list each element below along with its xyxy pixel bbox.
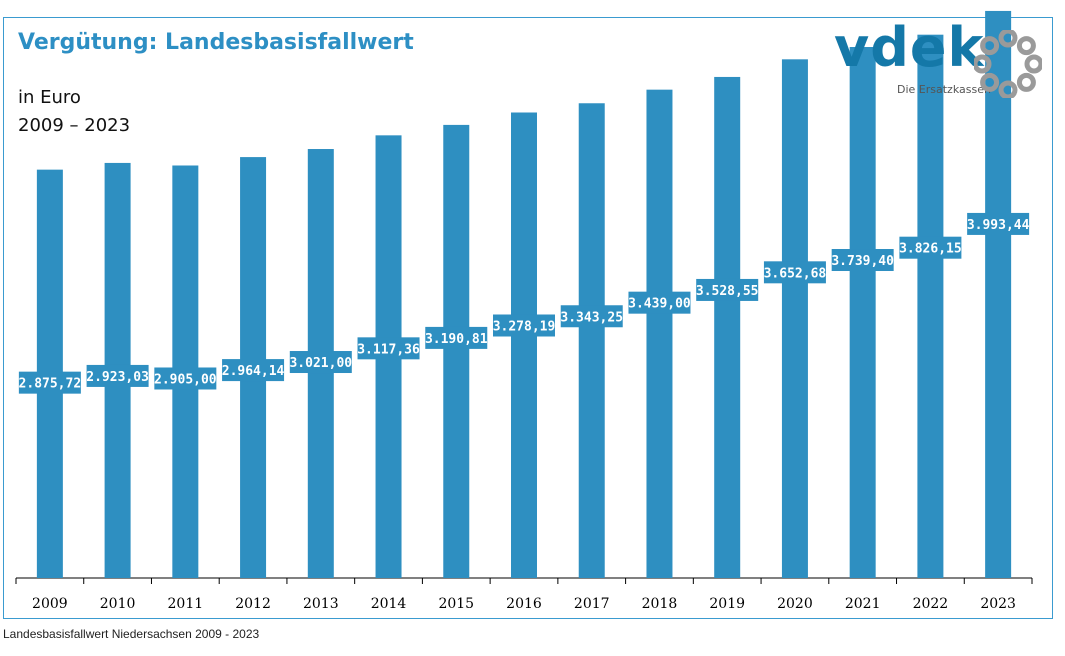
data-label-box (289, 351, 352, 374)
x-tick-label: 2013 (303, 596, 339, 612)
logo-ring-dot (980, 36, 1000, 56)
unit-label: in Euro (18, 87, 81, 108)
data-label-box (493, 314, 555, 337)
logo-wordmark: vdek (834, 16, 985, 79)
x-tick-label: 2021 (845, 596, 881, 612)
data-label: 3.652,68 (764, 266, 827, 281)
data-label: 3.117,36 (357, 342, 420, 357)
chart-title: Vergütung: Landesbasisfallwert (18, 30, 414, 55)
x-tick-label: 2014 (371, 596, 407, 612)
data-label-box (560, 305, 623, 328)
x-tick-label: 2010 (100, 596, 136, 612)
data-label-box (86, 364, 149, 387)
x-tick-label: 2017 (574, 596, 610, 612)
x-tick-label: 2020 (777, 596, 813, 612)
data-label: 2.923,03 (86, 370, 149, 385)
x-tick-label: 2012 (235, 596, 271, 612)
data-label-box (18, 371, 81, 394)
data-label: 3.993,44 (967, 218, 1030, 233)
data-label: 2.905,00 (154, 372, 217, 387)
data-label: 2.964,14 (222, 364, 285, 379)
data-label-box (357, 337, 420, 360)
logo-ring-dot (974, 54, 992, 74)
data-label-box (425, 326, 488, 349)
data-label-box (154, 367, 217, 390)
logo-ring-dot (1024, 54, 1042, 74)
x-tick-label: 2018 (642, 596, 678, 612)
data-label-box (696, 278, 759, 301)
data-label-box (628, 291, 691, 314)
bar-2018 (646, 89, 673, 579)
x-tick-label: 2022 (913, 596, 949, 612)
bar-2017 (578, 103, 605, 579)
data-label: 3.343,25 (560, 310, 623, 325)
data-label: 3.021,00 (289, 356, 352, 371)
vdek-logo: vdek Die Ersatzkassen (834, 16, 1044, 102)
logo-ring-dot (998, 80, 1018, 98)
data-label-box (967, 212, 1030, 235)
data-label-box (763, 261, 826, 284)
x-tick-label: 2011 (168, 596, 204, 612)
data-label: 2.875,72 (19, 377, 82, 392)
logo-ring-dot (998, 30, 1018, 48)
data-label-box (222, 359, 285, 382)
x-tick-label: 2023 (980, 596, 1016, 612)
x-tick-label: 2009 (32, 596, 68, 612)
data-label-box (831, 249, 894, 272)
logo-ring-dot (1016, 72, 1036, 92)
data-label: 3.739,40 (831, 254, 894, 269)
x-tick-label: 2016 (506, 596, 542, 612)
x-tick-label: 2015 (438, 596, 474, 612)
data-label-box (899, 236, 962, 259)
logo-ring-dot (1016, 36, 1036, 56)
x-tick-label: 2019 (709, 596, 745, 612)
footer-caption: Landesbasisfallwert Niedersachsen 2009 -… (3, 627, 260, 641)
bar-2020 (781, 59, 808, 578)
bar-2022 (917, 34, 944, 578)
logo-ring-dot (980, 72, 1000, 92)
bar-2016 (511, 112, 537, 579)
logo-ring-icon (974, 30, 1042, 98)
data-label: 3.528,55 (696, 284, 759, 299)
period-label: 2009 – 2023 (18, 115, 131, 136)
data-label: 3.826,15 (899, 242, 962, 257)
bar-2021 (849, 47, 876, 579)
data-label: 3.190,81 (425, 332, 488, 347)
logo-tagline: Die Ersatzkassen (897, 83, 991, 96)
bar-2023 (985, 10, 1012, 579)
bar-2015 (443, 124, 470, 579)
data-label: 3.278,19 (493, 319, 556, 334)
data-label: 3.439,00 (628, 297, 691, 312)
bar-2019 (714, 76, 741, 579)
